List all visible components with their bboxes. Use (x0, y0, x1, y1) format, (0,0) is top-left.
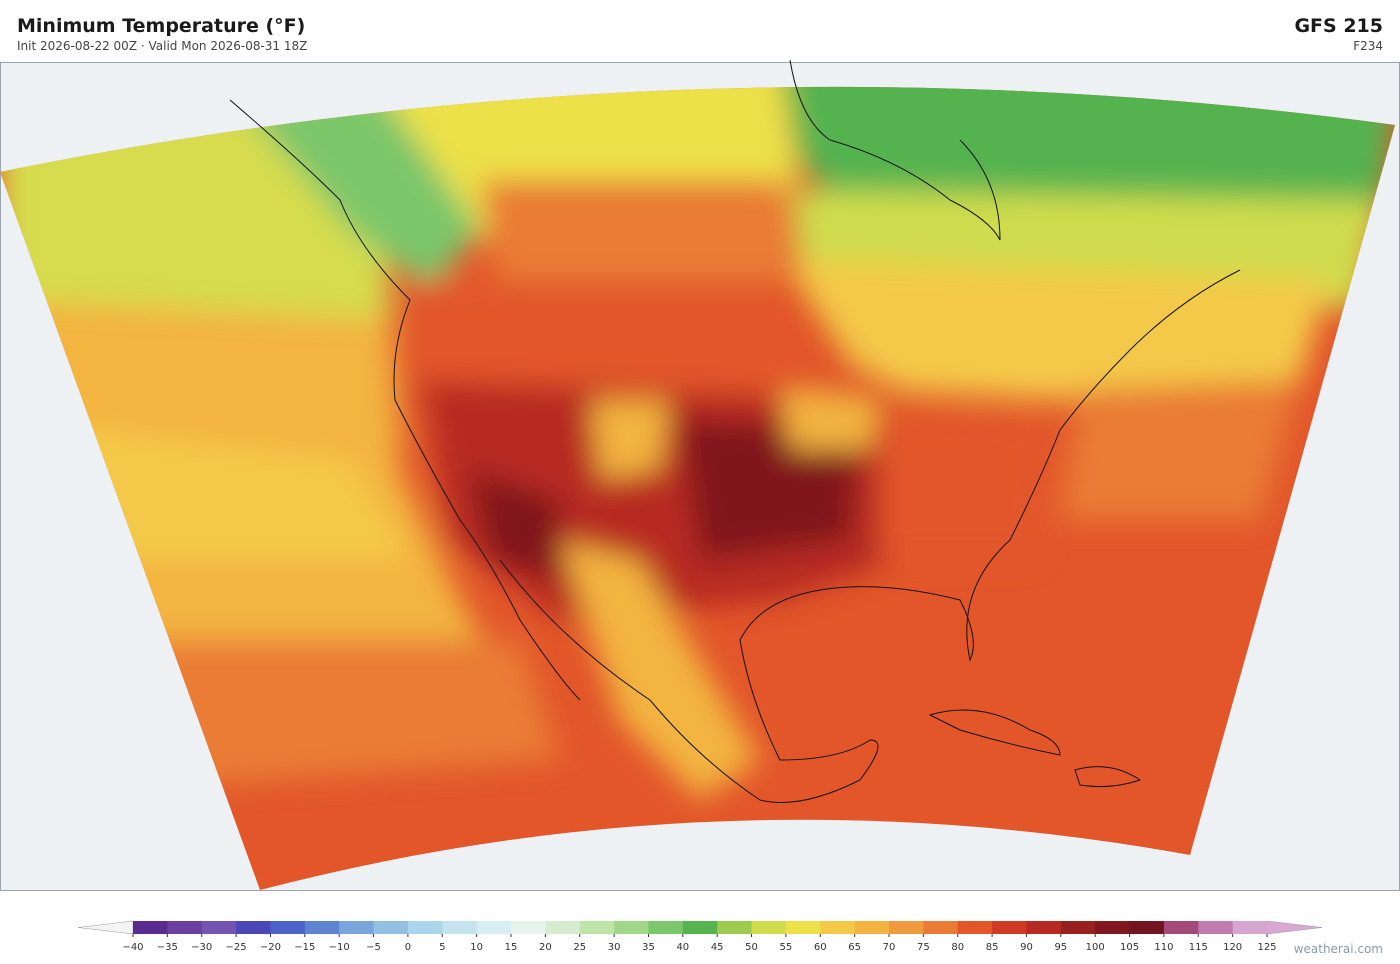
colorbar-segment (992, 921, 1027, 934)
colorbar-segment (889, 921, 924, 934)
colorbar-segment (442, 921, 478, 934)
colorbar-label: −35 (157, 942, 178, 953)
colorbar-segment (339, 921, 375, 934)
colorbar-label: 35 (642, 942, 655, 953)
colorbar-segment (373, 921, 409, 934)
colorbar-segment (1129, 921, 1165, 934)
colorbar-label: 65 (848, 942, 861, 953)
colorbar-segment (717, 921, 753, 934)
forecast-hour: F234 (1353, 39, 1383, 53)
colorbar-segment (1232, 921, 1268, 934)
colorbar-label: 20 (539, 942, 552, 953)
colorbar-label: 15 (505, 942, 518, 953)
colorbar-segment (751, 921, 787, 934)
colorbar-label: −20 (260, 942, 281, 953)
colorbar-label: 100 (1086, 942, 1105, 953)
colorbar-label: −40 (122, 942, 143, 953)
colorbar-label: 125 (1257, 942, 1276, 953)
colorbar-segment (201, 921, 237, 934)
colorbar-segment (854, 921, 890, 934)
colorbar-label: 115 (1189, 942, 1208, 953)
colorbar-label: 0 (405, 942, 411, 953)
colorbar-segment (1163, 921, 1199, 934)
colorbar-segment (1095, 921, 1131, 934)
colorbar-label: 10 (470, 942, 483, 953)
colorbar-label: 85 (986, 942, 999, 953)
colorbar-label: 90 (1020, 942, 1033, 953)
colorbar-segment (236, 921, 271, 934)
colorbar-label: 105 (1120, 942, 1139, 953)
colorbar-segment (682, 921, 718, 934)
colorbar-label: 30 (608, 942, 621, 953)
colorbar-label: 80 (951, 942, 964, 953)
credit: weatherai.com (1293, 942, 1383, 956)
colorbar-label: 120 (1223, 942, 1242, 953)
colorbar-segment (785, 921, 821, 934)
colorbar-label: −10 (329, 942, 350, 953)
colorbar-segment (407, 921, 443, 934)
colorbar-segment (167, 921, 203, 934)
colorbar-label: 25 (573, 942, 586, 953)
colorbar-label: −5 (366, 942, 381, 953)
colorbar-label: −15 (294, 942, 315, 953)
colorbar-label: 75 (917, 942, 930, 953)
colorbar-segment (614, 921, 649, 934)
colorbar-label: 45 (711, 942, 724, 953)
colorbar-label: 55 (780, 942, 793, 953)
colorbar-segment (511, 921, 546, 934)
colorbar-segment (648, 921, 684, 934)
colorbar-segment (476, 921, 512, 934)
colorbar-label: 60 (814, 942, 827, 953)
model-label: GFS 215 (1294, 15, 1383, 37)
colorbar-label: 110 (1154, 942, 1173, 953)
colorbar-over (1266, 920, 1323, 935)
colorbar-segment (820, 921, 856, 934)
colorbar-segment (923, 921, 959, 934)
colorbar-segment (270, 921, 306, 934)
colorbar-label: 40 (676, 942, 689, 953)
colorbar-label: −30 (191, 942, 212, 953)
colorbar-segment (579, 921, 615, 934)
colorbar-under (77, 920, 134, 935)
subtitle: Init 2026-08-22 00Z · Valid Mon 2026-08-… (17, 39, 308, 53)
temperature-field (0, 86, 1395, 891)
coastlines (229, 59, 1241, 803)
colorbar-segment (1198, 921, 1234, 934)
colorbar-segment (133, 921, 168, 934)
title: Minimum Temperature (°F) (17, 15, 306, 37)
colorbar-segment (1060, 921, 1096, 934)
colorbar-segment (304, 921, 340, 934)
colorbar-label: 5 (439, 942, 445, 953)
colorbar-segment (545, 921, 581, 934)
colorbar-segment (957, 921, 993, 934)
colorbar-segment (1026, 921, 1062, 934)
colorbar-label: 50 (745, 942, 758, 953)
colorbar-label: −25 (226, 942, 247, 953)
colorbar-label: 70 (883, 942, 896, 953)
colorbar-label: 95 (1054, 942, 1067, 953)
